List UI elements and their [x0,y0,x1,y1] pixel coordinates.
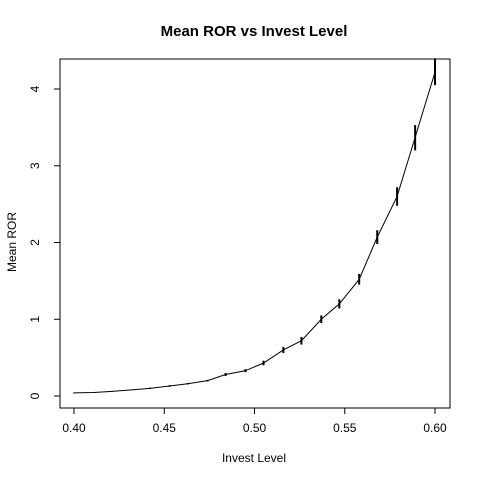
series-line [73,71,436,394]
series-mean-ror [73,58,436,394]
y-tick-label: 4 [28,85,42,92]
x-tick-label: 0.45 [153,421,177,435]
y-tick-label: 2 [28,239,42,246]
y-tick-label: 3 [28,162,42,169]
x-axis: 0.40 0.45 0.50 0.55 0.60 [62,407,447,435]
chart-title: Mean ROR vs Invest Level [161,23,348,40]
x-axis-title: Invest Level [222,451,286,465]
x-tick-label: 0.40 [62,421,86,435]
y-tick-label: 1 [28,316,42,323]
x-tick-label: 0.50 [243,421,267,435]
y-axis-title: Mean ROR [5,212,19,272]
x-tick-label: 0.60 [423,421,447,435]
x-tick-label: 0.55 [333,421,357,435]
y-tick-label: 0 [28,392,42,399]
y-axis: 0 1 2 3 4 [28,85,61,399]
plot-area-border [59,58,451,409]
